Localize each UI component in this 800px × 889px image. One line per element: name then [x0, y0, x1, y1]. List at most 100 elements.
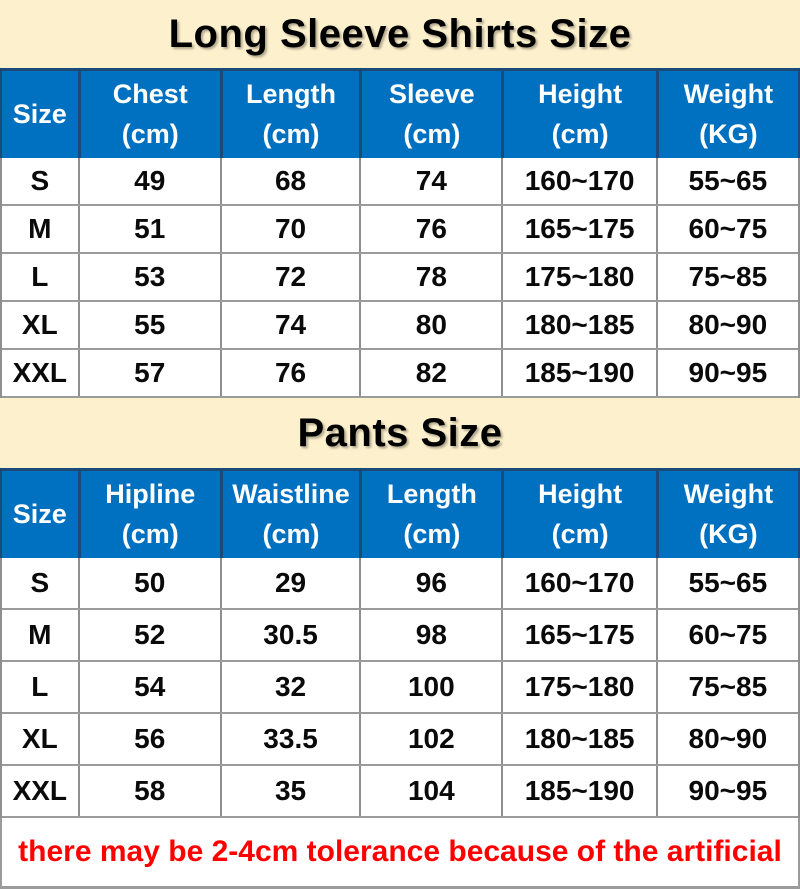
long-sleeve-shirts-size-table: Long Sleeve Shirts Size Size Chest (cm) Leng… [0, 0, 800, 398]
table-cell: 165~175 [501, 610, 655, 660]
header-unit: (cm) [262, 119, 320, 149]
table-cell: 58 [77, 766, 220, 816]
table-cell: 90~95 [655, 350, 798, 396]
table-cell: 30.5 [219, 610, 359, 660]
header-cell-hipline: Hipline (cm) [77, 471, 220, 558]
header-label: Size [12, 99, 67, 129]
table-cell: 185~190 [501, 350, 655, 396]
table-cell: 55~65 [655, 558, 798, 608]
table-cell: 72 [219, 254, 359, 300]
table-row: M 52 30.5 98 165~175 60~75 [2, 610, 798, 662]
table-cell: 50 [77, 558, 220, 608]
table-cell: L [31, 261, 49, 292]
table-row: M 51 70 76 165~175 60~75 [2, 206, 798, 254]
table-cell: 80~90 [655, 302, 798, 348]
table-cell: L [31, 671, 49, 702]
header-cell-weight: Weight (KG) [655, 71, 798, 158]
header-unit: (cm) [551, 119, 609, 149]
table-row: XL 56 33.5 102 180~185 80~90 [2, 714, 798, 766]
table-cell: 80~90 [655, 714, 798, 764]
table-cell: 76 [359, 206, 501, 252]
pants-size-table-body: S 50 29 96 160~170 55~65 M 52 30.5 98 165~175 60~75… [0, 558, 800, 818]
table-cell: S [30, 567, 50, 598]
header-label: Size [12, 499, 67, 529]
table-cell: 100 [359, 662, 501, 712]
table-cell: 55~65 [655, 158, 798, 204]
table-cell: XL [21, 723, 58, 754]
table-cell: 180~185 [501, 714, 655, 764]
header-unit: (KG) [699, 119, 758, 149]
table-cell: 102 [359, 714, 501, 764]
table-title: Pants Size [297, 410, 503, 455]
header-label: Length [386, 479, 477, 509]
table-cell: 75~85 [655, 662, 798, 712]
table-cell: 165~175 [501, 206, 655, 252]
header-unit: (cm) [403, 119, 461, 149]
header-cell-length: Length (cm) [219, 71, 359, 158]
size-chart: Long Sleeve Shirts Size Size Chest (cm) Leng… [0, 0, 800, 818]
table-cell: 76 [219, 350, 359, 396]
header-label: Waistline [232, 479, 350, 509]
table-row: S 49 68 74 160~170 55~65 [2, 158, 798, 206]
table-cell: 82 [359, 350, 501, 396]
header-cell-height: Height (cm) [501, 471, 655, 558]
header-cell-size: Size [2, 471, 78, 558]
table-title: Long Sleeve Shirts Size [168, 11, 632, 56]
table-cell: 104 [359, 766, 501, 816]
table-cell: 175~180 [501, 662, 655, 712]
table-cell: 55 [77, 302, 220, 348]
header-cell-size: Size [2, 71, 78, 158]
table-cell: XXL [12, 357, 68, 388]
header-unit: (cm) [403, 519, 461, 549]
table-cell: 74 [359, 158, 501, 204]
header-label: Weight [683, 79, 774, 109]
table-cell: 160~170 [501, 158, 655, 204]
long-sleeve-shirts-size-table-body: S 49 68 74 160~170 55~65 M 51 70 76 165~175 60~75 L 5… [0, 158, 800, 398]
table-cell: 60~75 [655, 206, 798, 252]
table-row: XL 55 74 80 180~185 80~90 [2, 302, 798, 350]
table-cell: 75~85 [655, 254, 798, 300]
header-unit: (KG) [699, 519, 758, 549]
table-cell: 29 [219, 558, 359, 608]
table-cell: 57 [77, 350, 220, 396]
header-cell-sleeve: Sleeve (cm) [359, 71, 501, 158]
table-row: S 50 29 96 160~170 55~65 [2, 558, 798, 610]
table-cell: 53 [77, 254, 220, 300]
table-cell: 96 [359, 558, 501, 608]
header-cell-chest: Chest (cm) [77, 71, 220, 158]
header-unit: (cm) [121, 119, 179, 149]
table-row: L 53 72 78 175~180 75~85 [2, 254, 798, 302]
header-unit: (cm) [262, 519, 320, 549]
table-cell: 180~185 [501, 302, 655, 348]
header-cell-length: Length (cm) [359, 471, 501, 558]
header-unit: (cm) [551, 519, 609, 549]
table-row: XXL 58 35 104 185~190 90~95 [2, 766, 798, 818]
long-sleeve-shirts-size-table-column-header: Size Chest (cm) Length (cm) Sleeve (cm) Height (… [0, 68, 800, 158]
header-cell-weight: Weight (KG) [655, 471, 798, 558]
table-cell: 35 [219, 766, 359, 816]
table-cell: 175~180 [501, 254, 655, 300]
table-cell: 33.5 [219, 714, 359, 764]
header-label: Length [246, 79, 337, 109]
header-label: Height [538, 479, 623, 509]
tolerance-note: there may be 2-4cm tolerance because of … [0, 818, 800, 889]
header-label: Chest [112, 79, 188, 109]
table-cell: XL [21, 309, 58, 340]
table-cell: 32 [219, 662, 359, 712]
table-cell: 70 [219, 206, 359, 252]
pants-size-table-column-header: Size Hipline (cm) Waistline (cm) Length (cm) He… [0, 468, 800, 558]
table-cell: 56 [77, 714, 220, 764]
table-cell: 54 [77, 662, 220, 712]
header-label: Weight [683, 479, 774, 509]
table-cell: S [30, 165, 50, 196]
table-cell: 90~95 [655, 766, 798, 816]
header-cell-height: Height (cm) [501, 71, 655, 158]
header-label: Sleeve [389, 79, 475, 109]
header-label: Hipline [105, 479, 196, 509]
tolerance-note-text: there may be 2-4cm tolerance because of … [18, 835, 782, 868]
table-cell: 74 [219, 302, 359, 348]
table-cell: 52 [77, 610, 220, 660]
table-cell: 68 [219, 158, 359, 204]
table-cell: M [28, 213, 52, 244]
table-cell: XXL [12, 775, 68, 806]
